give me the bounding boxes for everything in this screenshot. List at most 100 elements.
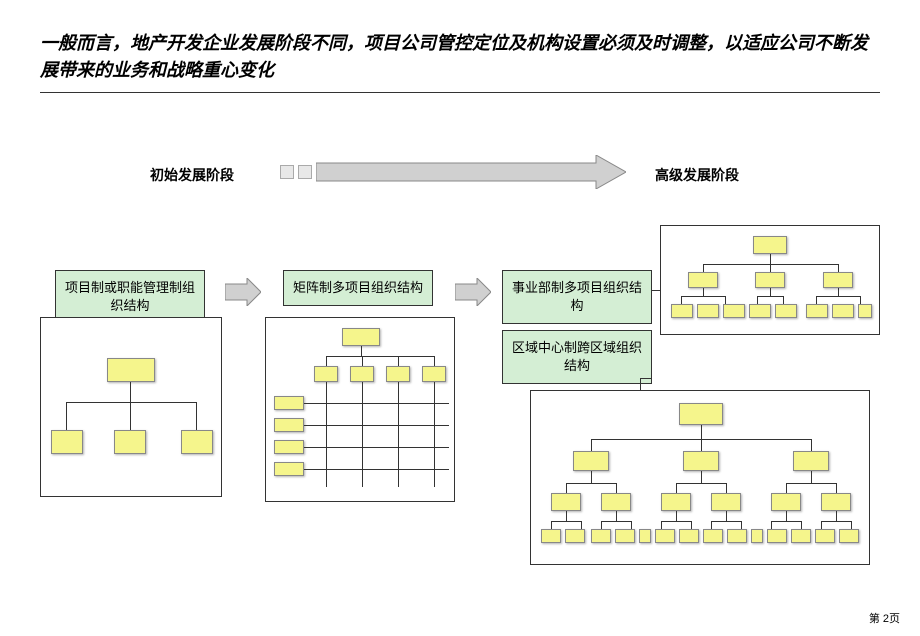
f1-v3 (130, 402, 131, 430)
f4-l2 (565, 529, 585, 543)
f3-m2 (755, 272, 785, 288)
progress-box-1 (280, 165, 294, 179)
struct-box-2: 矩阵制多项目组织结构 (283, 270, 433, 306)
f4-v3-5a (771, 521, 772, 529)
f4-l6 (679, 529, 699, 543)
f4-v3-1a (551, 521, 552, 529)
f4-v3-5b (801, 521, 802, 529)
f4-l9 (767, 529, 787, 543)
f1-c1 (51, 430, 83, 454)
f4-v3-4 (726, 511, 727, 521)
f4-s3 (661, 493, 691, 511)
f2-gh4 (304, 469, 449, 470)
f2-col2 (350, 366, 374, 382)
f2-rv2 (362, 356, 363, 366)
f1-v4 (196, 402, 197, 430)
f3-l7 (832, 304, 854, 318)
f4-h2a (566, 483, 616, 484)
f3-vc (838, 264, 839, 272)
f2-col1 (314, 366, 338, 382)
f4-v3-4b (741, 521, 742, 529)
f1-root (107, 358, 155, 382)
f2-rv (361, 346, 362, 356)
f4-s6 (821, 493, 851, 511)
f3-vd2a (757, 296, 758, 304)
f4-v3-2a (601, 521, 602, 529)
f3-vd1a (681, 296, 682, 304)
f2-col3 (386, 366, 410, 382)
f3-l4 (749, 304, 771, 318)
f4-v2b2 (726, 483, 727, 493)
f4-v3-3a (661, 521, 662, 529)
f3-vd3b (860, 296, 861, 304)
f4-l12 (839, 529, 859, 543)
f2-root (342, 328, 380, 346)
f3-vd3a (816, 296, 817, 304)
f4-s2 (601, 493, 631, 511)
f3-vd3 (838, 288, 839, 296)
f1-h1 (66, 402, 196, 403)
f2-rh (326, 356, 434, 357)
f4-v2a2 (616, 483, 617, 493)
f3-vd2b (783, 296, 784, 304)
f4-h3-1 (551, 521, 581, 522)
f3-vb (770, 264, 771, 272)
f2-gh1 (304, 403, 449, 404)
f2-row3 (274, 440, 304, 454)
f1-v2 (66, 402, 67, 430)
f4-v2c (811, 471, 812, 483)
f2-gv3 (398, 382, 399, 487)
f3-vd1b (725, 296, 726, 304)
conn-4b (640, 378, 652, 379)
f3-va (703, 264, 704, 272)
f4-l11 (815, 529, 835, 543)
f4-va (591, 439, 592, 451)
frame-3 (660, 225, 880, 335)
f4-s1 (551, 493, 581, 511)
f1-v1 (130, 382, 131, 402)
f3-l5 (775, 304, 797, 318)
f4-v3-2b (631, 521, 632, 529)
conn-3 (652, 290, 660, 291)
f4-h2b (676, 483, 726, 484)
frame-4 (530, 390, 870, 565)
f4-l10 (791, 529, 811, 543)
f2-row4 (274, 462, 304, 476)
f4-l8b (751, 529, 763, 543)
f4-v1 (701, 425, 702, 439)
f2-row2 (274, 418, 304, 432)
f3-hb1 (681, 296, 725, 297)
f3-l8 (858, 304, 872, 318)
f4-h3-3 (661, 521, 691, 522)
page-number: 第 2页 (869, 610, 900, 626)
f4-l4 (615, 529, 635, 543)
progress-box-2 (298, 165, 312, 179)
f4-v2b1 (676, 483, 677, 493)
f4-v3-6a (821, 521, 822, 529)
struct-box-4: 区域中心制跨区域组织结构 (502, 330, 652, 384)
f4-h3-2 (601, 521, 631, 522)
arrow-2-3 (455, 278, 491, 306)
f2-row1 (274, 396, 304, 410)
f4-root (679, 403, 723, 425)
f4-h3-5 (771, 521, 801, 522)
f4-v3-6 (836, 511, 837, 521)
f1-c2 (114, 430, 146, 454)
f2-col4 (422, 366, 446, 382)
f4-v3-3b (691, 521, 692, 529)
f4-v2b (701, 471, 702, 483)
f4-v3-4a (711, 521, 712, 529)
f3-m3 (823, 272, 853, 288)
f4-m1 (573, 451, 609, 471)
arrow-1-2 (225, 278, 261, 306)
f3-hb3 (816, 296, 860, 297)
f2-gv4 (434, 382, 435, 487)
f3-l6 (806, 304, 828, 318)
f3-hb2 (757, 296, 783, 297)
page-title: 一般而言，地产开发企业发展阶段不同，项目公司管控定位及机构设置必须及时调整，以适… (40, 30, 880, 93)
f2-gv1 (326, 382, 327, 487)
f4-h2c (786, 483, 836, 484)
f4-l3 (591, 529, 611, 543)
struct-box-3: 事业部制多项目组织结构 (502, 270, 652, 324)
f4-l4b (639, 529, 651, 543)
